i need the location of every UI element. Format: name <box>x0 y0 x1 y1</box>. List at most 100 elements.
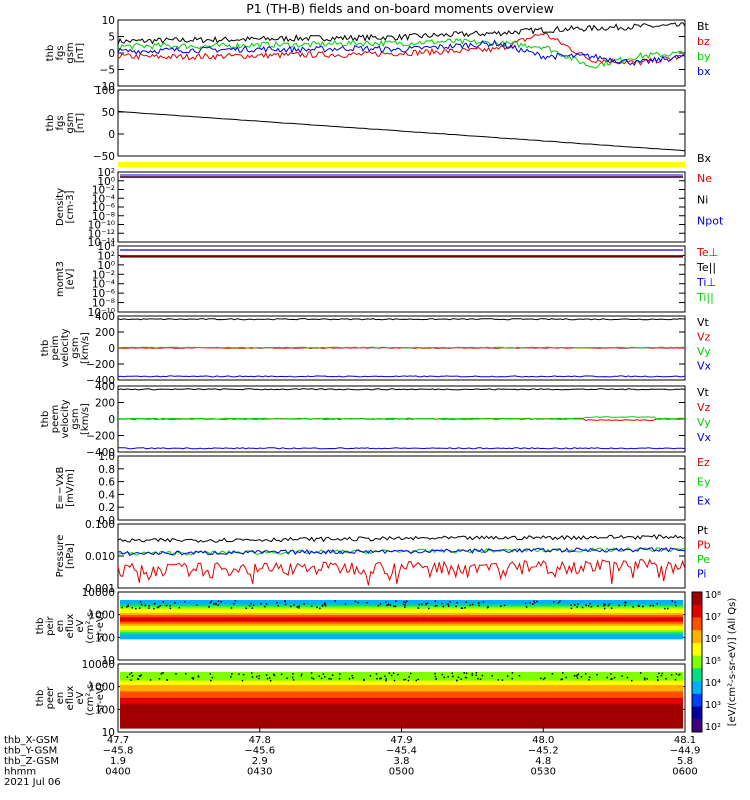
heatmap-noise <box>242 673 245 676</box>
y-axis-label: [eV] <box>65 269 76 290</box>
heatmap-noise <box>559 600 561 602</box>
heatmap-noise <box>260 602 262 605</box>
heatmap-noise <box>273 674 276 677</box>
heatmap-noise <box>388 672 391 674</box>
heatmap-noise <box>269 679 272 682</box>
heatmap-noise <box>585 673 587 675</box>
y-tick-label: −10 <box>93 81 115 93</box>
heatmap-noise <box>402 603 405 606</box>
y-tick-label: −400 <box>86 375 115 387</box>
legend-entry: Ez <box>697 456 710 469</box>
heatmap-noise <box>256 675 258 678</box>
heatmap-noise <box>624 604 626 607</box>
heatmap-noise <box>434 600 437 602</box>
heatmap-noise <box>481 674 484 677</box>
heatmap-noise <box>354 600 357 603</box>
heatmap-noise <box>435 678 438 680</box>
heatmap-noise <box>311 677 313 679</box>
heatmap-noise <box>131 675 134 677</box>
y-axis-label: thb <box>40 340 51 357</box>
heatmap-noise <box>613 676 616 679</box>
heatmap-noise <box>215 602 217 605</box>
heatmap-noise <box>657 679 659 681</box>
heatmap-noise <box>130 679 132 681</box>
y-axis-label: en <box>55 692 66 705</box>
colorbar-tick-label: 10² <box>705 722 721 733</box>
heatmap-noise <box>298 607 300 609</box>
heatmap-noise <box>487 606 489 608</box>
heatmap-noise <box>518 674 521 677</box>
heatmap-noise <box>585 604 587 607</box>
legend-entry: Vy <box>697 345 711 358</box>
heatmap-noise <box>408 676 410 678</box>
heatmap-noise <box>610 678 612 680</box>
y-tick-label: 0.010 <box>85 551 115 563</box>
heatmap-noise <box>658 672 660 675</box>
heatmap-noise <box>434 605 437 607</box>
heatmap-noise <box>184 600 186 603</box>
heatmap-noise <box>511 672 514 674</box>
heatmap-noise <box>334 600 336 602</box>
y-tick-label: 400 <box>95 381 115 393</box>
heatmap-noise <box>197 675 200 677</box>
heatmap-noise <box>460 678 462 680</box>
heatmap-noise <box>139 675 141 678</box>
heatmap-noise <box>536 600 538 603</box>
heatmap-noise <box>506 675 509 677</box>
legend-entry: Ey <box>697 475 711 488</box>
legend-entry: Vt <box>697 316 710 329</box>
heatmap-noise <box>643 677 646 679</box>
panel-p7: 1.00.80.60.40.20.0 E=−VxB [mV/m] Ez Ey Ex <box>55 451 711 527</box>
heatmap-noise <box>140 674 142 676</box>
heatmap-noise <box>174 602 176 604</box>
x-row-label: thb_Z-GSM <box>4 756 59 767</box>
heatmap-noise <box>140 603 143 606</box>
heatmap-noise <box>603 605 605 607</box>
heatmap-noise <box>465 601 468 603</box>
heatmap-noise <box>652 604 654 607</box>
heatmap-noise <box>125 606 128 608</box>
x-row-value: 48.0 <box>532 735 554 746</box>
panel-frame <box>117 89 686 157</box>
y-axis-label: [cm-3] <box>65 190 76 223</box>
y-axis-label: eV <box>75 691 86 704</box>
heatmap-noise <box>291 676 294 679</box>
series-line-Pi <box>117 546 686 557</box>
heatmap-noise <box>292 679 295 681</box>
x-row-value: 2.9 <box>252 756 268 767</box>
y-tick-label: 200 <box>95 398 115 410</box>
heatmap-noise <box>465 672 468 675</box>
heatmap-noise <box>393 679 396 682</box>
heatmap-noise <box>251 607 254 609</box>
series-line-Bx <box>117 110 686 152</box>
heatmap-noise <box>621 675 623 677</box>
series-line-bz <box>117 32 686 66</box>
colorbar-tick-label: 10⁶ <box>705 634 721 645</box>
heatmap-noise <box>630 679 633 682</box>
y-axis-label: gsm <box>70 408 81 429</box>
heatmap-noise <box>284 603 287 606</box>
heatmap-noise <box>397 673 399 676</box>
heatmap-noise <box>674 601 676 604</box>
heatmap-noise <box>148 607 150 609</box>
heatmap-noise <box>501 679 504 681</box>
heatmap-noise <box>250 602 252 605</box>
heatmap-noise <box>471 674 474 677</box>
y-axis-label: thb <box>35 690 46 707</box>
heatmap-noise <box>376 677 378 680</box>
heatmap-noise <box>590 605 593 608</box>
heatmap-noise <box>148 605 150 607</box>
heatmap-noise <box>576 674 579 676</box>
heatmap-noise <box>428 607 430 610</box>
legend-entry: Vy <box>697 416 711 429</box>
heatmap-noise <box>407 679 410 682</box>
heatmap-band <box>120 602 683 605</box>
legend-entry: Ti|| <box>696 291 714 304</box>
y-tick-label: 400 <box>95 311 115 323</box>
heatmap-noise <box>351 674 353 677</box>
heatmap-noise <box>457 676 460 679</box>
heatmap-noise <box>533 600 535 602</box>
heatmap-noise <box>276 601 278 604</box>
colorbar-tick-label: 10⁷ <box>705 612 721 623</box>
